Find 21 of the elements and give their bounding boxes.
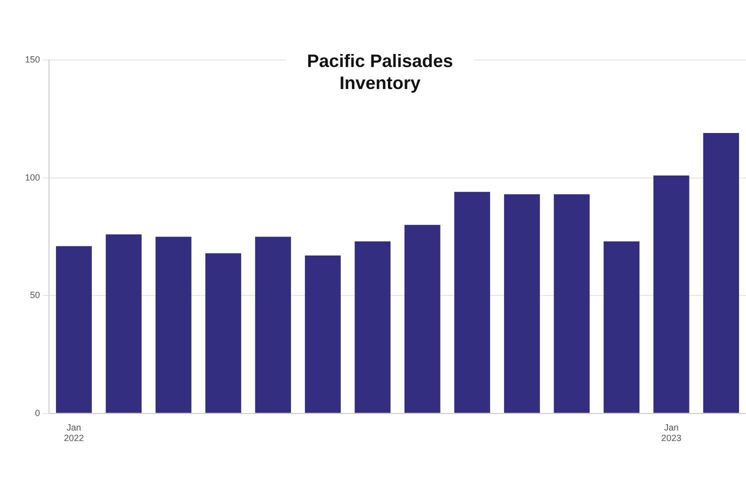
chart-title: Pacific Palisades Inventory: [286, 50, 474, 94]
y-tick-label: 50: [30, 290, 40, 300]
bar: [554, 194, 590, 413]
bar: [404, 224, 440, 413]
bar: [653, 175, 690, 413]
y-tick-label: 150: [24, 54, 40, 64]
y-tick-label: 100: [24, 172, 40, 182]
bar: [354, 241, 391, 413]
x-tick-label: Jan 2023: [661, 422, 682, 444]
x-tick-label: Jan 2022: [64, 422, 84, 444]
bar: [56, 246, 92, 413]
bar: [205, 253, 242, 413]
y-tick-label: 0: [35, 408, 40, 418]
bar: [304, 256, 341, 413]
bar: [604, 241, 640, 413]
bar: [703, 133, 740, 413]
bar: [454, 192, 490, 413]
bar: [504, 194, 540, 413]
bar: [255, 236, 291, 413]
bar: [106, 234, 142, 413]
bar: [156, 236, 192, 413]
